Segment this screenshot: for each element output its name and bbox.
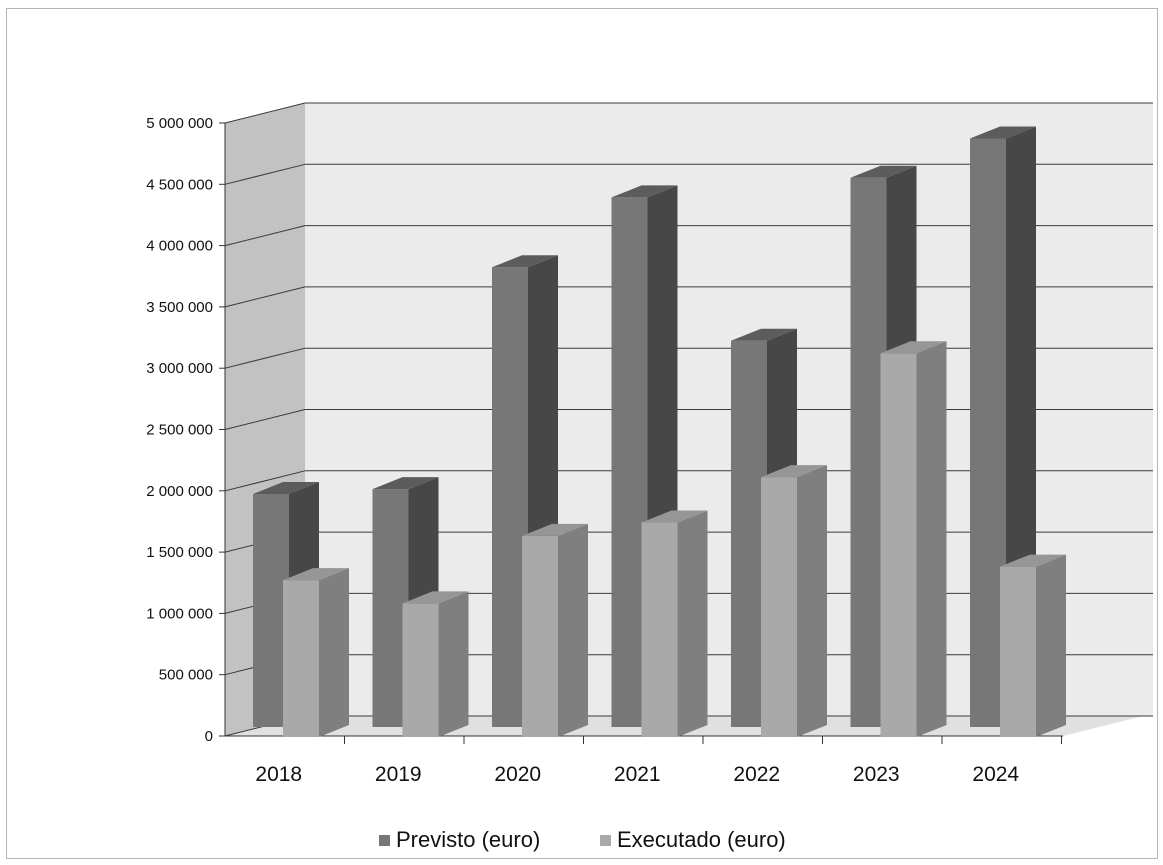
bars	[253, 126, 1066, 737]
bar-previsto-front	[970, 138, 1006, 727]
gridline-side	[224, 286, 306, 308]
bar-executado-front	[880, 353, 917, 737]
bar-previsto-top	[372, 477, 439, 490]
y-axis-tick-labels: 0 500 000 1 000 000 1 500 000 2 000 000 2 500…	[146, 115, 213, 745]
bar-executado-top	[1000, 554, 1066, 567]
y-tick-label: 1 500 000	[146, 544, 213, 561]
legend-label: Previsto (euro)	[396, 827, 540, 852]
bar-previsto-front	[253, 494, 289, 727]
bar-executado	[522, 523, 588, 737]
legend-label: Executado (euro)	[617, 827, 786, 852]
bar-executado-front	[283, 580, 319, 737]
bar-executado	[880, 341, 947, 737]
gridline-side	[224, 225, 306, 247]
bar-executado-side	[438, 591, 469, 737]
y-tick-label: 4 500 000	[146, 176, 213, 193]
bar-previsto-front	[492, 267, 528, 727]
x-tick-label: 2022	[733, 763, 780, 786]
y-tick-label: 3 000 000	[146, 360, 213, 377]
y-tick-label: 5 000 000	[146, 115, 213, 132]
bar-executado	[283, 568, 349, 737]
bar-previsto-top	[970, 126, 1036, 139]
bar-executado-side	[916, 341, 947, 737]
bar-executado-top	[402, 591, 469, 604]
bar-executado-top	[880, 341, 947, 354]
x-axis-tick-labels: 2018 2019 2020 2021 2022 2023 2024	[255, 736, 1062, 786]
y-tick-label: 500 000	[159, 667, 213, 684]
bar-executado-front	[402, 603, 439, 737]
bar-previsto-front	[731, 340, 767, 727]
legend: Previsto (euro) Executado (euro)	[379, 827, 786, 852]
bar-executado-side	[558, 523, 588, 737]
y-tick-label: 4 000 000	[146, 238, 213, 255]
x-tick-label: 2021	[614, 763, 661, 786]
bar-previsto-top	[850, 165, 917, 178]
bar-executado-side	[677, 510, 708, 737]
bar-previsto-top	[611, 185, 678, 198]
x-tick-label: 2020	[494, 763, 541, 786]
bar-executado	[761, 465, 827, 737]
bar-previsto-top	[253, 482, 319, 495]
bar-executado-top	[522, 523, 588, 536]
bar-previsto-top	[492, 255, 558, 268]
gridline-side	[224, 470, 306, 492]
bar-executado-front	[761, 477, 797, 737]
bar-executado-front	[522, 535, 558, 737]
y-tick-label: 2 000 000	[146, 483, 213, 500]
legend-swatch	[379, 835, 390, 846]
gridline-side	[224, 163, 306, 185]
bar-executado-front	[641, 522, 678, 737]
x-tick-label: 2023	[853, 763, 900, 786]
bar-executado-side	[797, 465, 827, 737]
bar-previsto-top	[731, 328, 797, 341]
y-tick-label: 3 500 000	[146, 299, 213, 316]
bar-previsto-front	[372, 489, 409, 727]
bar-previsto-front	[850, 177, 887, 727]
gridline-side	[224, 347, 306, 369]
y-tick-label: 0	[205, 728, 213, 745]
y-tick-label: 2 500 000	[146, 422, 213, 439]
x-tick-label: 2018	[255, 763, 302, 786]
bar-executado-top	[641, 510, 708, 523]
gridline-side	[224, 102, 306, 124]
bar-executado-front	[1000, 566, 1036, 737]
gridline-side	[224, 409, 306, 430]
bar-executado	[641, 510, 708, 737]
legend-swatch	[600, 835, 611, 846]
bar-executado-top	[761, 465, 827, 478]
bar-executado	[1000, 554, 1066, 737]
bar-executado	[402, 591, 469, 737]
x-tick-label: 2019	[375, 763, 422, 786]
chart-frame: 0 500 000 1 000 000 1 500 000 2 000 000 2 500…	[6, 8, 1158, 859]
bar-executado-side	[319, 568, 349, 737]
x-tick-label: 2024	[972, 763, 1019, 786]
bar-executado-top	[283, 568, 349, 581]
bar-chart-3d: 0 500 000 1 000 000 1 500 000 2 000 000 2 500…	[146, 102, 1153, 852]
bar-previsto-front	[611, 197, 648, 728]
y-tick-label: 1 000 000	[146, 605, 213, 622]
bar-executado-side	[1036, 554, 1066, 737]
